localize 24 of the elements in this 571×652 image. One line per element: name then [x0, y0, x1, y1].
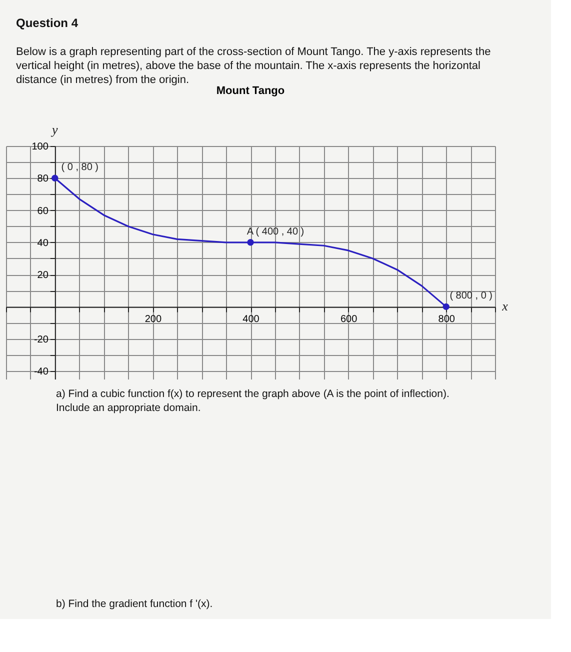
x-tick-label: 200 [144, 314, 162, 326]
x-tick-label: 600 [340, 314, 358, 326]
x-tick-label: 400 [242, 314, 260, 326]
y-tick-label: -40 [34, 366, 49, 378]
y-tick-label: 100 [32, 142, 49, 152]
annotation: A ( 400 , 40 ) [246, 226, 304, 238]
y-tick-label: -20 [34, 334, 49, 346]
y-tick-label: 60 [37, 206, 49, 217]
y-axis-title: y [50, 122, 58, 137]
annotation: ( 0 , 80 ) [61, 162, 99, 174]
text: Below is a graph representing part of the cross-section of Mount Tango. The y-axis represents the vertical height (in metres), above the base of the mountain. The x-axis represents the horizontal distance (in metres) from the origin. [16, 46, 491, 86]
y-tick-label: 80 [37, 174, 49, 185]
point [52, 174, 58, 182]
x-tick-label: 800 [438, 314, 456, 326]
y-tick-label: 40 [37, 238, 49, 249]
text: a) Find a cubic function f(x) to represent the graph above (A is the point of inflection). Include an appropriate domain. [56, 388, 450, 414]
text: Question 4 [16, 16, 78, 30]
chart-title: Mount Tango [216, 85, 285, 97]
annotation: ( 800 , 0 ) [450, 290, 493, 302]
x-axis-title: x [501, 298, 508, 314]
y-tick-label: 20 [37, 270, 49, 282]
point [247, 239, 254, 246]
point [442, 303, 450, 310]
text: b) Find the gradient function f '(x). [56, 598, 213, 610]
